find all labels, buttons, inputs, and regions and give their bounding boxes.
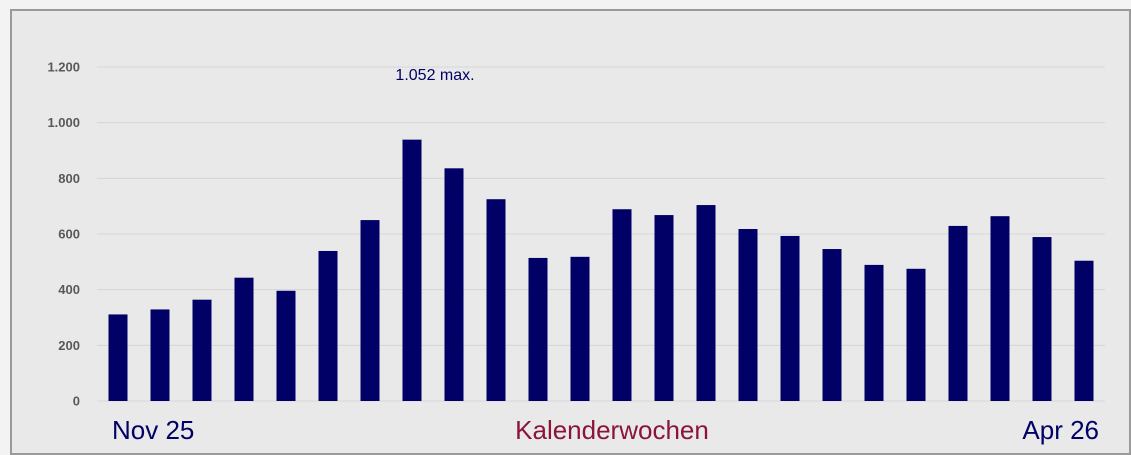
- bar: [780, 235, 800, 401]
- annotation: 1.052 max.: [395, 67, 474, 84]
- bar: [402, 139, 422, 401]
- y-tick-label: 1.200: [47, 59, 80, 74]
- x-axis-label: Kalenderwochen: [515, 415, 709, 445]
- bar: [570, 256, 590, 401]
- bar: [150, 309, 170, 401]
- bar: [108, 314, 128, 401]
- bar: [612, 209, 632, 401]
- x-tick-label: Nov 25: [112, 415, 194, 445]
- y-tick-label: 800: [58, 171, 80, 186]
- bar: [276, 290, 296, 401]
- x-tick-label: Apr 26: [1022, 415, 1099, 445]
- bar: [738, 228, 758, 401]
- bar: [444, 168, 464, 401]
- y-tick-label: 1.000: [47, 115, 80, 130]
- bar: [1032, 237, 1052, 401]
- bar: [990, 216, 1010, 401]
- bar: [360, 220, 380, 401]
- bar: [234, 277, 254, 401]
- y-tick-label: 600: [58, 226, 80, 241]
- bar: [1074, 260, 1094, 401]
- bar: [864, 264, 884, 401]
- bar: [654, 215, 674, 401]
- y-tick-label: 200: [58, 338, 80, 353]
- y-tick-label: 400: [58, 282, 80, 297]
- bar: [192, 299, 212, 401]
- bar: [948, 225, 968, 401]
- bar: [528, 257, 548, 401]
- bar: [906, 268, 926, 401]
- bar: [486, 199, 506, 401]
- bar: [318, 250, 338, 401]
- bar: [696, 205, 716, 401]
- y-tick-label: 0: [73, 393, 80, 408]
- bar: [822, 249, 842, 401]
